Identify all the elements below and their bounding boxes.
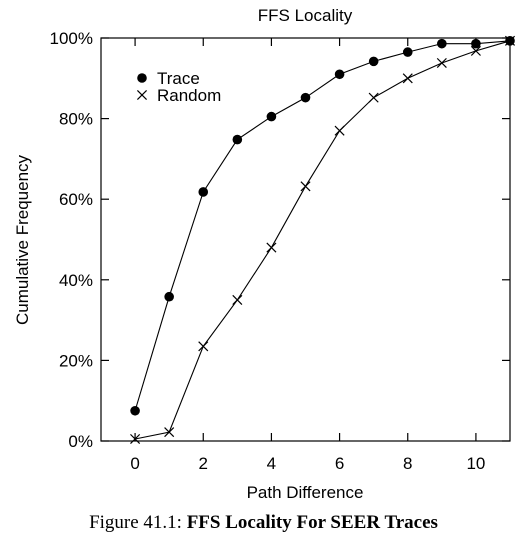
- y-tick-label: 100%: [50, 29, 93, 48]
- point-random: [436, 57, 447, 69]
- chart-title: FFS Locality: [258, 6, 353, 25]
- point-random-stroke-b: [504, 35, 516, 46]
- point-random-stroke-b: [402, 73, 413, 84]
- point-random: [368, 92, 379, 103]
- point-random: [266, 242, 277, 253]
- legend-marker-random-stroke-b: [136, 89, 148, 101]
- point-trace: [300, 92, 311, 103]
- x-tick-label: 0: [130, 454, 139, 473]
- y-tick-label: 40%: [59, 271, 93, 290]
- point-trace: [266, 111, 277, 122]
- chart: FFS Locality 0% 20% 40% 60% 80% 100% 0 2 4 6 8 10 T…: [13, 6, 516, 502]
- point-random: [504, 35, 516, 46]
- y-tick-label: 0%: [68, 432, 93, 451]
- y-tick-label: 80%: [59, 110, 93, 129]
- axes: 0% 20% 40% 60% 80% 100% 0 2 4 6 8 10: [50, 29, 511, 473]
- x-tick-label: 8: [403, 454, 412, 473]
- point-random: [334, 125, 345, 136]
- series-layer: [130, 35, 516, 445]
- legend-marker-random: [136, 89, 148, 101]
- series-line-random: [134, 40, 511, 440]
- plot-frame: [100, 37, 511, 442]
- point-random-stroke-b: [266, 242, 277, 253]
- point-trace: [232, 134, 243, 145]
- figure-caption: Figure 41.1: FFS Locality For SEER Trace…: [0, 512, 527, 534]
- caption-title: FFS Locality For SEER Traces: [186, 512, 438, 533]
- point-random-stroke-b: [198, 341, 209, 352]
- point-trace: [402, 47, 413, 57]
- point-random: [470, 45, 481, 56]
- point-random: [402, 73, 413, 84]
- y-tick-label: 20%: [59, 351, 93, 370]
- y-axis-label: Cumulative Frequency: [13, 154, 32, 325]
- legend-label-trace: Trace: [157, 69, 200, 88]
- series-line-trace: [134, 40, 511, 411]
- y-tick-label: 60%: [59, 190, 93, 209]
- point-random-stroke-b: [368, 92, 379, 103]
- legend-marker-trace: [137, 73, 147, 83]
- point-random: [164, 427, 175, 438]
- point-random-stroke-b: [436, 57, 447, 69]
- x-tick-label: 4: [267, 454, 276, 473]
- x-tick-label: 10: [466, 454, 485, 473]
- point-trace: [368, 56, 379, 67]
- point-trace: [198, 187, 209, 197]
- x-tick-label: 6: [335, 454, 344, 473]
- point-random-stroke-b: [334, 125, 345, 136]
- point-trace: [130, 405, 140, 416]
- point-random: [130, 433, 141, 445]
- legend-label-random: Random: [157, 86, 221, 105]
- point-random: [198, 341, 209, 352]
- x-axis-label: Path Difference: [247, 483, 364, 502]
- point-random-stroke-b: [470, 45, 481, 56]
- point-trace: [164, 291, 174, 302]
- point-trace: [437, 38, 447, 49]
- point-random: [300, 181, 311, 192]
- x-tick-label: 2: [199, 454, 208, 473]
- point-random-stroke-b: [232, 294, 243, 305]
- point-trace: [334, 69, 345, 80]
- point-random-stroke-b: [130, 433, 141, 445]
- caption-prefix: Figure 41.1:: [89, 512, 187, 533]
- point-random-stroke-b: [164, 427, 175, 438]
- point-trace: [471, 38, 481, 49]
- point-random-stroke-b: [300, 181, 311, 192]
- point-random: [232, 294, 243, 305]
